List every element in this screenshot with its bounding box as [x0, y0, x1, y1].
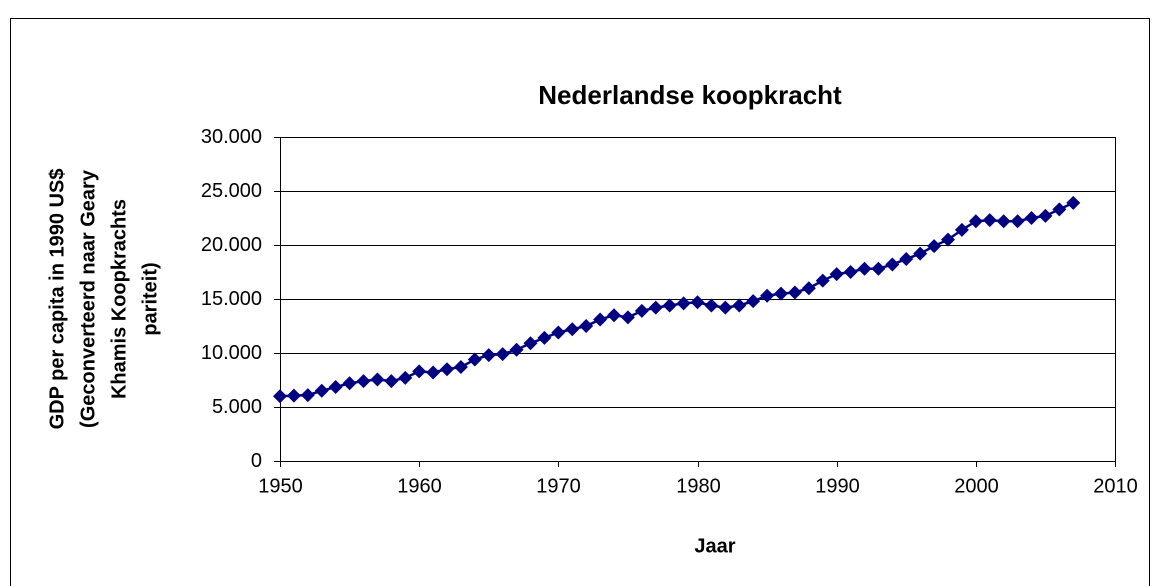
data-point — [495, 347, 510, 362]
data-point — [620, 310, 635, 325]
data-point — [1024, 211, 1039, 225]
data-point — [509, 342, 524, 357]
chart-title: Nederlandse koopkracht — [538, 80, 842, 110]
data-point — [885, 257, 900, 272]
data-point — [384, 374, 399, 389]
data-point — [648, 300, 663, 315]
data-point — [593, 312, 608, 327]
data-point — [690, 295, 705, 310]
data-point — [718, 300, 733, 315]
data-point — [523, 336, 538, 351]
data-point — [746, 294, 761, 309]
data-point — [551, 325, 566, 340]
data-point — [662, 298, 677, 313]
x-tick-label: 1970 — [536, 475, 581, 497]
y-tick-label: 30.000 — [201, 126, 262, 148]
x-axis-label: Jaar — [694, 535, 735, 557]
data-point — [1052, 202, 1067, 217]
data-point — [579, 319, 594, 333]
data-point — [774, 286, 788, 301]
data-point — [426, 365, 441, 380]
data-point — [1038, 208, 1053, 223]
data-point — [607, 308, 621, 323]
data-point — [996, 214, 1011, 229]
data-point — [829, 267, 844, 282]
y-tick-label: 15.000 — [201, 288, 262, 310]
data-point — [787, 285, 802, 300]
data-point — [871, 261, 886, 276]
x-tick-label: 1960 — [397, 475, 442, 497]
data-point — [843, 265, 858, 279]
y-tick-label: 0 — [251, 450, 262, 472]
data-point — [982, 213, 997, 228]
y-tick-label: 25.000 — [201, 180, 262, 202]
x-tick-label: 1990 — [815, 475, 860, 497]
data-point — [314, 383, 329, 398]
data-point — [857, 261, 872, 276]
y-axis-label: (Geconverteerd naar Geary — [77, 169, 99, 428]
data-point — [634, 303, 649, 318]
data-point — [954, 222, 969, 237]
x-tick-label: 1980 — [676, 475, 721, 497]
y-tick-label: 20.000 — [201, 234, 262, 256]
x-tick-label: 2000 — [954, 475, 999, 497]
data-point — [273, 389, 287, 404]
data-point — [440, 362, 454, 377]
data-point — [760, 288, 775, 303]
data-point — [412, 364, 427, 379]
data-point — [342, 376, 357, 391]
data-point — [1066, 195, 1081, 210]
data-point — [565, 322, 580, 337]
data-point — [732, 298, 747, 313]
y-axis-label: GDP per capita in 1990 US$ — [46, 169, 68, 430]
y-axis-label: Khamis Koopkrachts — [108, 199, 130, 399]
x-tick-label: 2010 — [1093, 475, 1138, 497]
y-tick-label: 10.000 — [201, 342, 262, 364]
y-tick-label: 5.000 — [212, 396, 262, 418]
data-point — [801, 281, 816, 296]
data-point — [328, 380, 343, 395]
data-point — [300, 388, 315, 403]
data-point — [1010, 214, 1025, 229]
data-point — [899, 252, 914, 267]
y-axis-label: pariteit) — [139, 262, 161, 335]
chart-frame — [10, 18, 1150, 586]
data-point — [941, 232, 955, 247]
data-point — [704, 298, 719, 313]
data-point — [467, 352, 482, 367]
data-point — [398, 370, 413, 385]
data-point — [815, 273, 830, 288]
data-point — [968, 214, 983, 229]
data-point — [913, 246, 928, 261]
data-point — [286, 388, 301, 403]
series-line — [279, 201, 1074, 398]
data-point — [537, 330, 552, 345]
data-point — [370, 372, 385, 387]
data-point — [453, 360, 468, 375]
data-point — [481, 348, 496, 363]
x-tick-label: 1950 — [258, 475, 303, 497]
data-point — [676, 296, 691, 311]
data-point — [356, 374, 371, 389]
data-point — [927, 239, 942, 254]
